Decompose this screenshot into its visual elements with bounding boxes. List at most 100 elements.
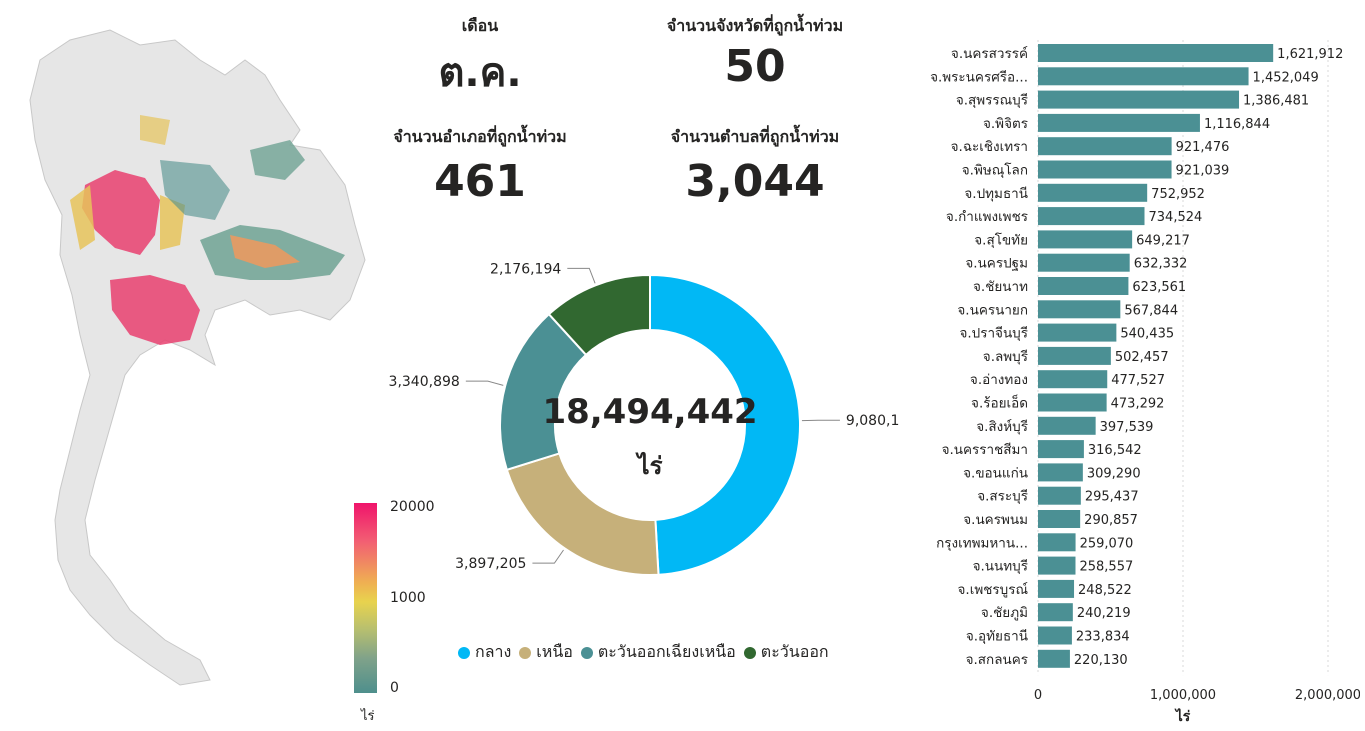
- bar-category-26: จ.สกลนคร: [966, 652, 1028, 668]
- bar-category-0: จ.นครสวรรค์: [951, 45, 1028, 62]
- bar-category-7: จ.กำแพงเพชร: [946, 209, 1028, 225]
- bar-value-label-0: 1,621,912: [1277, 47, 1343, 62]
- bar-11[interactable]: [1038, 300, 1121, 319]
- legend-dot-northeast: [580, 646, 593, 659]
- legend-item-northeast[interactable]: ตะวันออกเฉียงเหนือ: [580, 640, 736, 665]
- bar-21[interactable]: [1038, 533, 1076, 552]
- bar-13[interactable]: [1038, 346, 1111, 365]
- bar-24[interactable]: [1038, 603, 1073, 622]
- legend-label-east: ตะวันออก: [760, 642, 829, 661]
- donut-slice-3[interactable]: [547, 273, 651, 357]
- bar-category-20: จ.นครพนม: [963, 512, 1028, 528]
- bar-value-label-14: 477,527: [1111, 373, 1165, 388]
- province-bar-chart[interactable]: 0 1,000,000 2,000,000 ไร่ จ.นครสวรรค์ 1,621,9…: [890, 40, 1360, 730]
- donut-value-label-3: 2,176,194: [490, 261, 561, 277]
- donut-leader-1: [532, 549, 564, 564]
- bar-8[interactable]: [1038, 230, 1133, 249]
- bar-value-label-19: 295,437: [1085, 490, 1139, 505]
- bar-x-tick-1: 1,000,000: [1150, 688, 1216, 703]
- donut-value-label-1: 3,897,205: [455, 556, 526, 572]
- bar-19[interactable]: [1038, 486, 1081, 505]
- bar-26[interactable]: [1038, 649, 1070, 668]
- donut-total-value: 18,494,442: [542, 392, 758, 432]
- legend-dot-north: [519, 646, 532, 659]
- bar-value-label-6: 752,952: [1151, 187, 1205, 202]
- legend-item-central[interactable]: กลาง: [458, 640, 511, 665]
- bar-category-8: จ.สุโขทัย: [974, 231, 1028, 248]
- bar-25[interactable]: [1038, 626, 1072, 645]
- bar-value-label-24: 240,219: [1077, 606, 1131, 621]
- bar-12[interactable]: [1038, 323, 1117, 342]
- legend-item-east[interactable]: ตะวันออก: [743, 640, 829, 665]
- bar-20[interactable]: [1038, 510, 1081, 528]
- bar-15[interactable]: [1038, 393, 1107, 412]
- kpi-districts-value: 461: [434, 156, 526, 207]
- bar-4[interactable]: [1038, 137, 1172, 156]
- bar-2[interactable]: [1038, 90, 1240, 109]
- bar-category-22: จ.นนทบุรี: [973, 559, 1028, 575]
- bar-x-tick-0: 0: [1034, 688, 1042, 703]
- kpi-month: เดือน ต.ค.: [400, 14, 560, 93]
- bar-value-label-20: 290,857: [1084, 513, 1138, 528]
- bar-7[interactable]: [1038, 207, 1145, 226]
- bar-value-label-11: 567,844: [1124, 303, 1178, 318]
- bar-category-2: จ.สุพรรณบุรี: [956, 93, 1028, 109]
- bar-value-label-3: 1,116,844: [1204, 117, 1270, 132]
- bar-value-label-23: 248,522: [1078, 583, 1132, 598]
- kpi-provinces: จำนวนจังหวัดที่ถูกน้ำท่วม 50: [655, 14, 855, 89]
- bar-category-19: จ.สระบุรี: [977, 489, 1028, 505]
- bar-category-16: จ.สิงห์บุรี: [976, 418, 1028, 435]
- bar-category-10: จ.ชัยนาท: [973, 279, 1028, 295]
- bar-category-4: จ.ฉะเชิงเทรา: [951, 139, 1028, 155]
- legend-label-northeast: ตะวันออกเฉียงเหนือ: [597, 642, 736, 661]
- bar-category-13: จ.ลพบุรี: [983, 349, 1028, 365]
- bar-18[interactable]: [1038, 463, 1083, 482]
- legend-item-north[interactable]: เหนือ: [519, 640, 573, 665]
- bar-category-14: จ.อ่างทอง: [970, 372, 1028, 388]
- map-region-upper-yellow: [140, 115, 170, 145]
- thailand-flood-map[interactable]: [0, 0, 370, 700]
- map-outline: [29, 29, 366, 686]
- bar-16[interactable]: [1038, 416, 1096, 435]
- kpi-provinces-label: จำนวนจังหวัดที่ถูกน้ำท่วม: [666, 16, 844, 35]
- kpi-subdistricts-value: 3,044: [685, 156, 825, 207]
- bar-14[interactable]: [1038, 370, 1108, 389]
- donut-total-unit: ไร่: [637, 452, 663, 480]
- legend-dot-central: [458, 646, 470, 659]
- bar-value-label-9: 632,332: [1134, 257, 1188, 272]
- bar-0[interactable]: [1038, 44, 1274, 62]
- kpi-districts-label: จำนวนอำเภอที่ถูกน้ำท่วม: [393, 127, 567, 146]
- bar-value-label-5: 921,039: [1176, 164, 1230, 179]
- bar-category-15: จ.ร้อยเอ็ด: [971, 394, 1028, 412]
- bar-22[interactable]: [1038, 556, 1076, 575]
- bar-1[interactable]: [1038, 67, 1249, 86]
- bar-category-17: จ.นครราชสีมา: [942, 442, 1028, 458]
- bar-x-axis-label: ไร่: [1174, 707, 1191, 725]
- bar-category-6: จ.ปทุมธานี: [964, 186, 1028, 202]
- bar-category-23: จ.เพชรบูรณ์: [958, 581, 1028, 598]
- bar-10[interactable]: [1038, 277, 1129, 295]
- bar-9[interactable]: [1038, 253, 1130, 272]
- bar-value-label-8: 649,217: [1136, 233, 1190, 248]
- bar-3[interactable]: [1038, 113, 1200, 132]
- bar-value-label-26: 220,130: [1074, 653, 1128, 668]
- bar-value-label-22: 258,557: [1079, 560, 1133, 575]
- bar-5[interactable]: [1038, 160, 1172, 179]
- bar-category-1: จ.พระนครศรีอ...: [930, 69, 1028, 85]
- region-donut-chart[interactable]: 9,080,145 3,897,205 3,340,898 2,176,194: [380, 250, 900, 610]
- bar-6[interactable]: [1038, 183, 1148, 202]
- bar-value-label-4: 921,476: [1176, 140, 1230, 155]
- legend-dot-east: [743, 646, 756, 659]
- donut-slice-0[interactable]: [649, 273, 801, 576]
- bar-value-label-7: 734,524: [1149, 210, 1203, 225]
- bar-value-label-2: 1,386,481: [1243, 94, 1309, 109]
- map-region-east-flood: [160, 160, 230, 220]
- kpi-subdistricts: จำนวนตำบลที่ถูกน้ำท่วม 3,044: [655, 125, 855, 204]
- bar-value-label-10: 623,561: [1132, 280, 1186, 295]
- bar-17[interactable]: [1038, 440, 1084, 459]
- map-region-northeast-hot: [230, 235, 300, 268]
- bar-category-21: กรุงเทพมหาน...: [936, 535, 1028, 551]
- bar-23[interactable]: [1038, 579, 1075, 598]
- scale-unit-label: ไร่: [361, 709, 375, 724]
- kpi-provinces-value: 50: [724, 41, 786, 92]
